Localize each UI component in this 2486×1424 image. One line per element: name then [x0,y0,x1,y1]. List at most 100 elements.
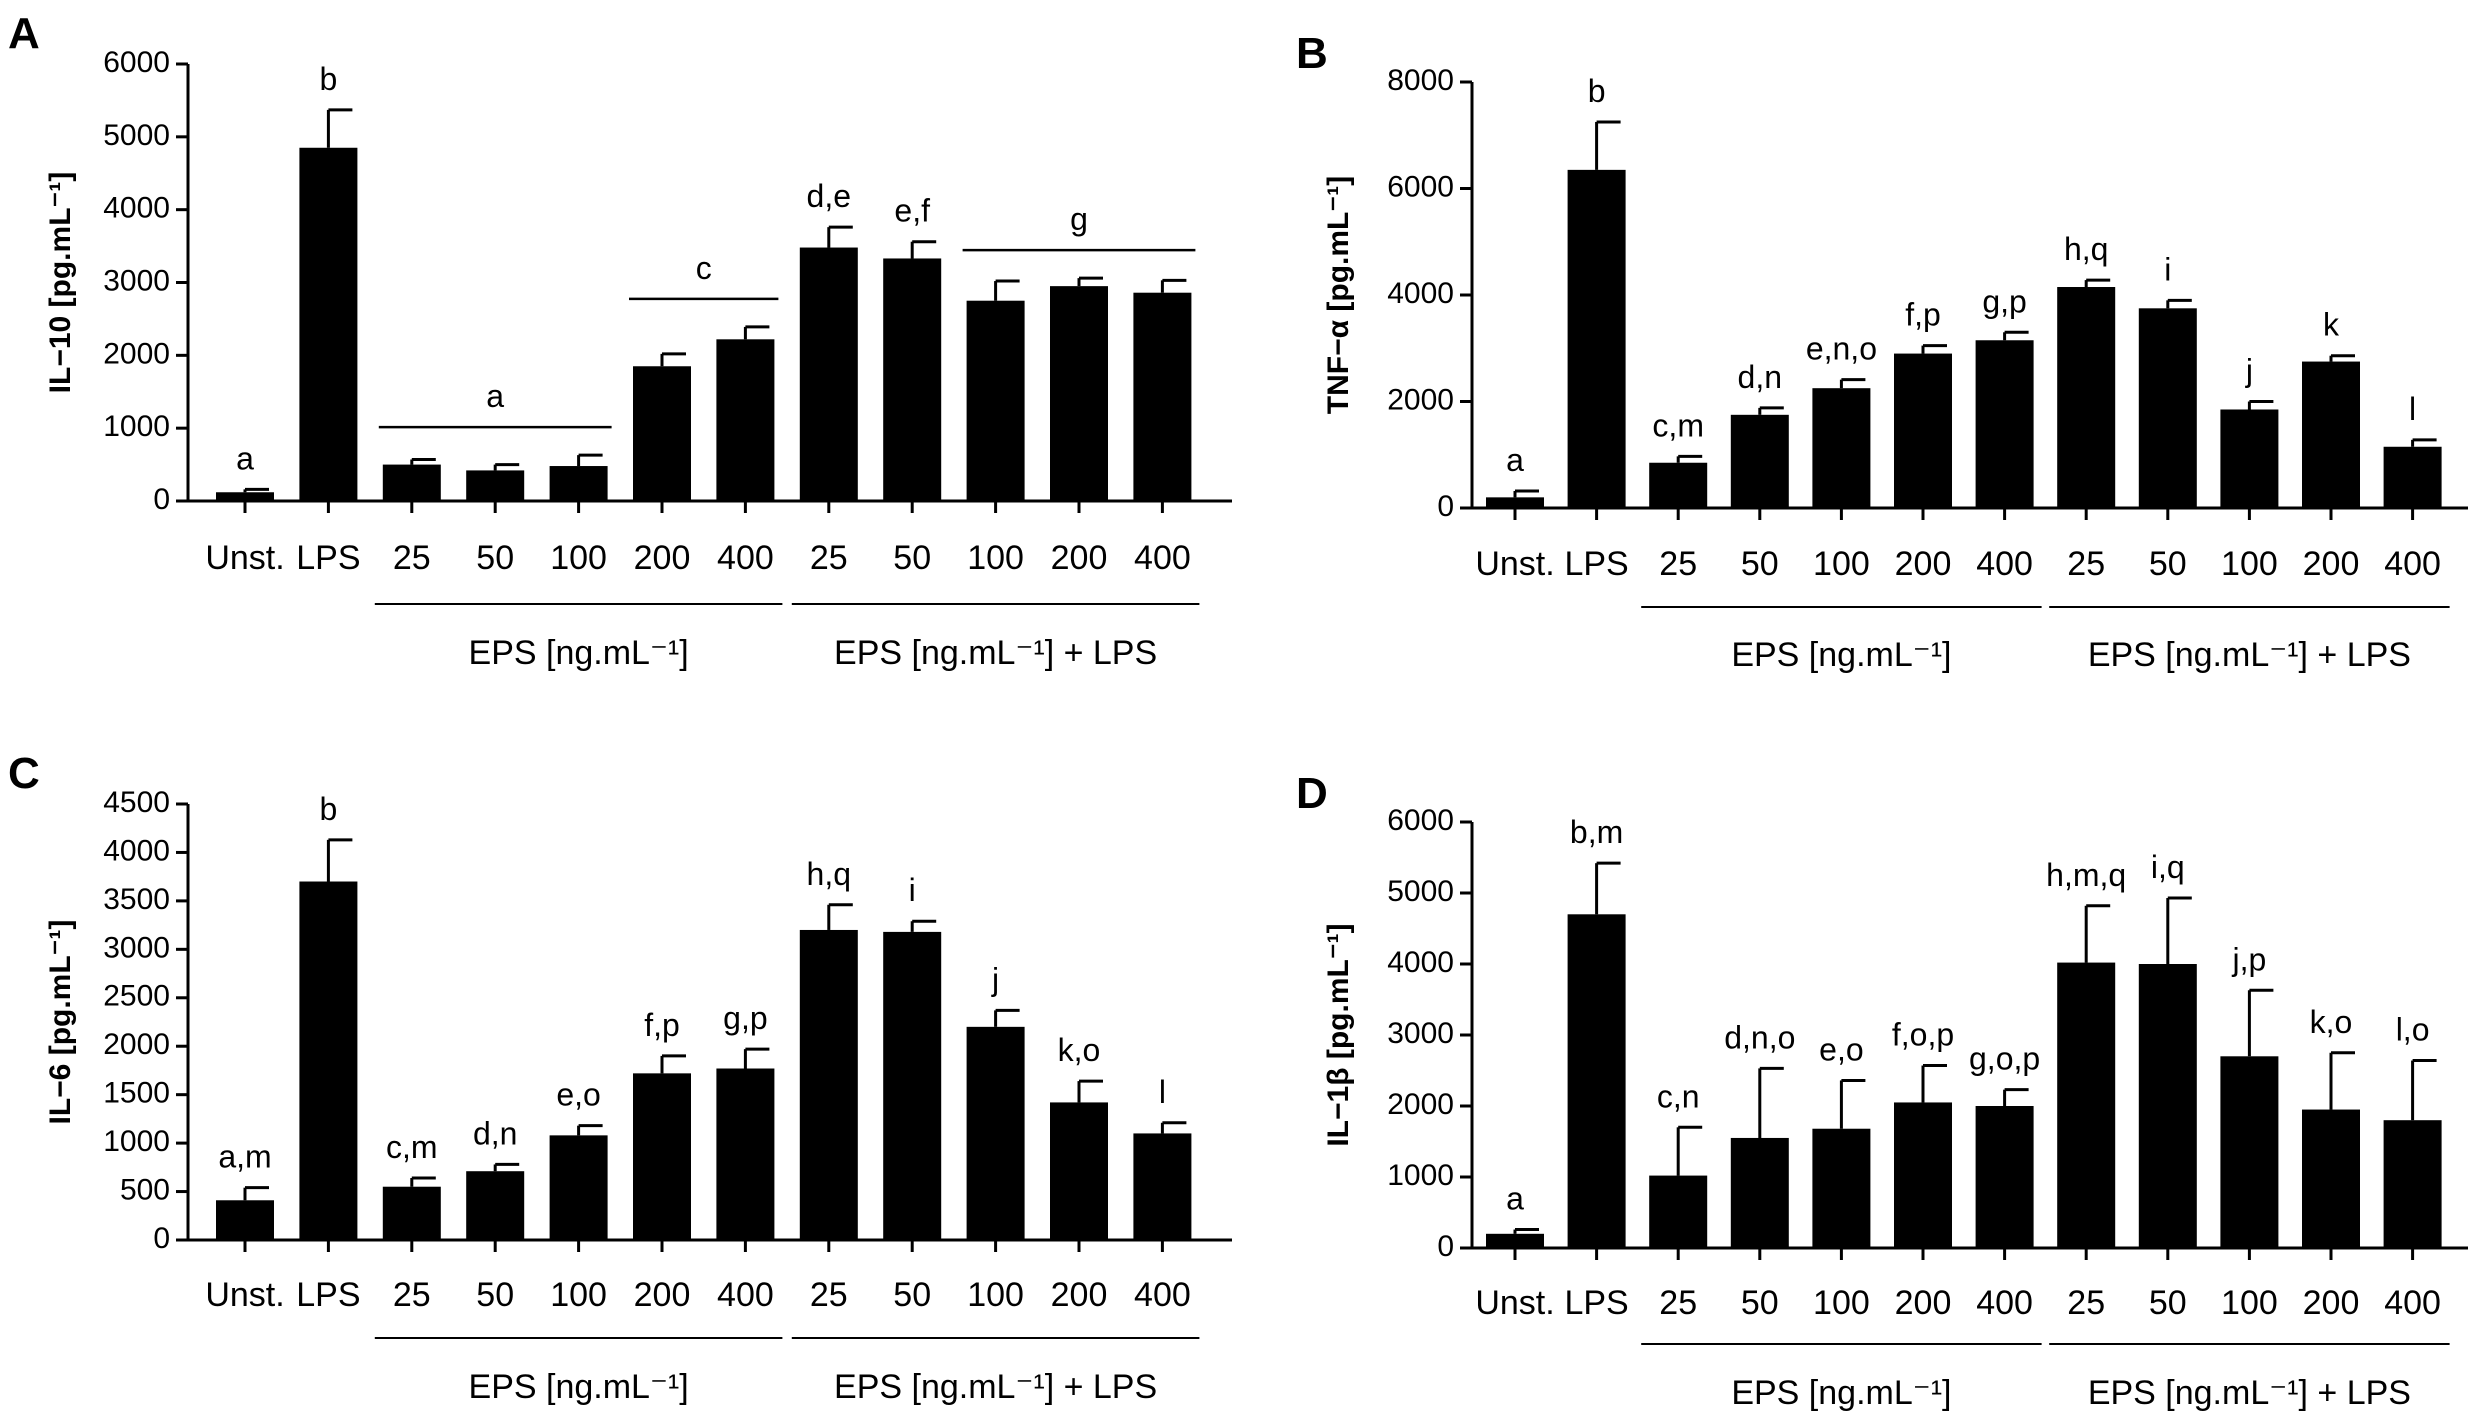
x-tick-label: 50 [1741,1284,1779,1322]
significance-letter: h,m,q [2046,857,2126,893]
significance-letter: l [1159,1074,1166,1110]
bar [1894,1102,1952,1248]
significance-letter: d,n [1738,359,1782,395]
significance-letter: d,e [807,178,851,214]
bar [1567,169,1626,509]
y-tick-label: 6000 [1387,804,1454,837]
bar [1133,292,1192,501]
significance-letter: j,p [2232,941,2267,977]
significance-letter: c,m [386,1129,438,1165]
y-tick-label: 6000 [103,46,170,79]
significance-bracket-label: a [486,378,504,414]
significance-letter: a [1506,442,1524,478]
x-tick-label: 400 [717,539,774,577]
x-tick-label: 100 [1813,545,1870,583]
bar [1812,1128,1871,1248]
significance-letter: i [909,872,916,908]
bar [2138,964,2197,1248]
bar [1812,388,1871,508]
panel-a: A IL−10 [pg.mL⁻¹] 0 1000 2000 3000 4000 5000 600… [8,9,1232,672]
bar [1133,1133,1192,1240]
bar [216,1200,274,1240]
x-tick-label: Unst. [205,539,284,577]
x-tick-label: LPS [1564,545,1628,583]
x-tick-label: Unst. [1475,1284,1554,1322]
y-tick-label: 3000 [103,931,170,964]
panel-letter: C [8,749,40,798]
significance-letter: c,n [1657,1078,1700,1114]
bar [799,247,858,501]
bar [1730,1137,1789,1248]
bar [966,1026,1025,1240]
significance-letter: g,p [1982,283,2026,319]
y-axis-label: IL−1β [pg.mL⁻¹] [1322,923,1355,1146]
x-tick-label: 25 [393,1276,431,1314]
bar [883,931,942,1240]
y-tick-label: 4500 [103,786,170,819]
x-tick-label: Unst. [1475,545,1554,583]
significance-letter: e,f [894,193,930,229]
y-axis-label: IL−6 [pg.mL⁻¹] [44,920,77,1125]
bar [1567,914,1626,1248]
significance-letter: a,m [218,1139,271,1175]
panel-c: C IL−6 [pg.mL⁻¹] 0 500 1000 1500 2000 2500 3000 3… [8,749,1232,1406]
bar [216,492,274,501]
bar [2138,308,2197,508]
x-tick-label: 100 [2221,1284,2278,1322]
y-tick-label: 6000 [1387,170,1454,203]
significance-letter: l,o [2396,1012,2430,1048]
bar [2220,409,2279,508]
x-tick-label: 400 [1134,1276,1191,1314]
x-tick-label: 100 [550,539,607,577]
x-tick-label: 25 [393,539,431,577]
significance-letter: e,n,o [1806,331,1877,367]
panel-d: D IL−1β [pg.mL⁻¹] 0 1000 2000 3000 4000 5000 600… [1296,769,2468,1412]
x-tick-label: 50 [476,539,514,577]
significance-letter: b [1588,73,1606,109]
bar [382,1186,441,1240]
significance-bracket-label: g [1070,201,1088,237]
x-tick-label: 200 [1895,1284,1952,1322]
significance-letter: b,m [1570,814,1623,850]
significance-letter: k [2323,307,2340,343]
y-tick-label: 5000 [1387,875,1454,908]
panel-letter: D [1296,769,1328,818]
bar [1649,1175,1708,1248]
x-tick-label: 400 [1134,539,1191,577]
x-tick-label: 100 [967,1276,1024,1314]
x-tick-label: 200 [1051,539,1108,577]
y-tick-label: 0 [153,1222,170,1255]
significance-letter: h,q [2064,231,2108,267]
y-tick-label: 4000 [103,192,170,225]
significance-letter: k,o [2310,1004,2353,1040]
significance-letter: d,n,o [1724,1019,1795,1055]
significance-letter: f,p [1905,297,1941,333]
bar [633,366,691,501]
bar [633,1073,691,1240]
significance-letter: c,m [1652,407,1704,443]
group-label: EPS [ng.mL⁻¹] [1731,1374,1951,1412]
x-tick-label: 25 [810,1276,848,1314]
y-tick-label: 2000 [1387,383,1454,416]
group-label: EPS [ng.mL⁻¹] + LPS [834,634,1157,672]
bar [2057,287,2116,508]
significance-letter: i [2164,251,2171,287]
x-tick-label: 400 [1976,1284,2033,1322]
bar [549,466,608,501]
y-tick-label: 1000 [1387,1159,1454,1192]
significance-letter: f,o,p [1892,1017,1954,1053]
bar [716,339,775,501]
x-tick-label: 400 [2384,545,2441,583]
y-tick-label: 8000 [1387,64,1454,97]
y-tick-label: 0 [153,483,170,516]
y-tick-label: 500 [120,1173,170,1206]
bar [2383,446,2442,508]
significance-letter: b [320,61,338,97]
y-tick-label: 1000 [103,410,170,443]
group-label: EPS [ng.mL⁻¹] + LPS [834,1368,1157,1406]
panel-letter: A [8,9,40,58]
bar [299,147,358,501]
bar [883,258,942,501]
y-tick-label: 2000 [1387,1088,1454,1121]
